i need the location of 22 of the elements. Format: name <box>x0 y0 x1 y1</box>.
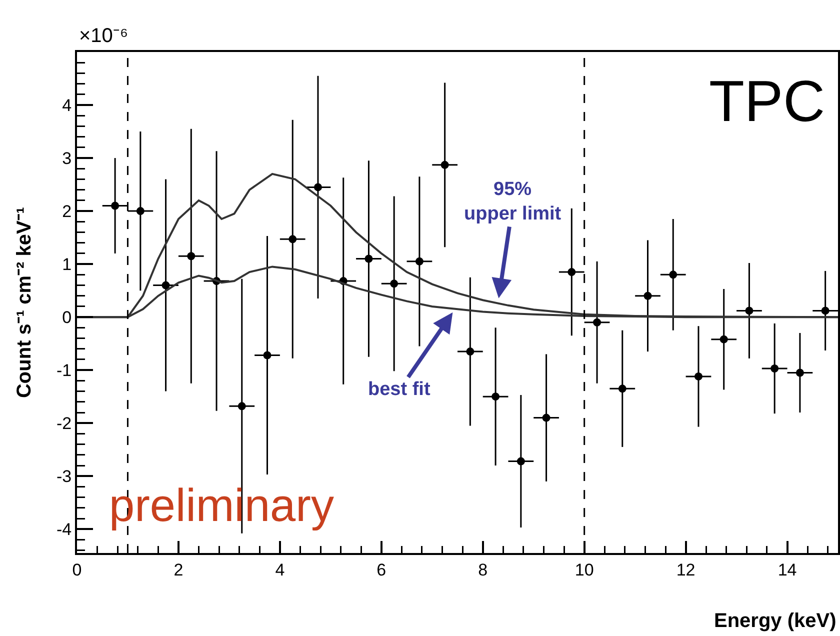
y-tick-label: -4 <box>56 520 72 540</box>
x-tick-label: 10 <box>574 560 594 580</box>
annotation: TPC <box>709 69 825 134</box>
y-tick-label: -3 <box>56 467 72 486</box>
x-tick-label: 14 <box>778 560 797 580</box>
y-tick-label: 3 <box>62 148 72 168</box>
y-tick-label: 0 <box>62 308 72 328</box>
x-tick-label: 6 <box>376 560 386 580</box>
y-tick-label: -2 <box>56 414 72 434</box>
annotation: best fit <box>368 379 431 400</box>
x-tick-label: 12 <box>676 560 696 580</box>
x-tick-label: 4 <box>275 560 285 580</box>
x-axis-title: Energy (keV) <box>714 610 836 632</box>
annotation: 95% upper limit <box>464 179 562 225</box>
y-tick-label: 1 <box>62 255 72 274</box>
y-tick-label: 4 <box>62 96 72 115</box>
y-axis-title: Count s⁻¹ cm⁻² keV⁻¹ <box>13 206 36 398</box>
text: ×10⁻⁶ <box>79 25 128 47</box>
y-tick-label: 2 <box>62 202 72 221</box>
x-tick-label: 8 <box>478 560 488 580</box>
x-tick-label: 2 <box>174 560 184 580</box>
y-tick-label: -1 <box>56 361 72 380</box>
